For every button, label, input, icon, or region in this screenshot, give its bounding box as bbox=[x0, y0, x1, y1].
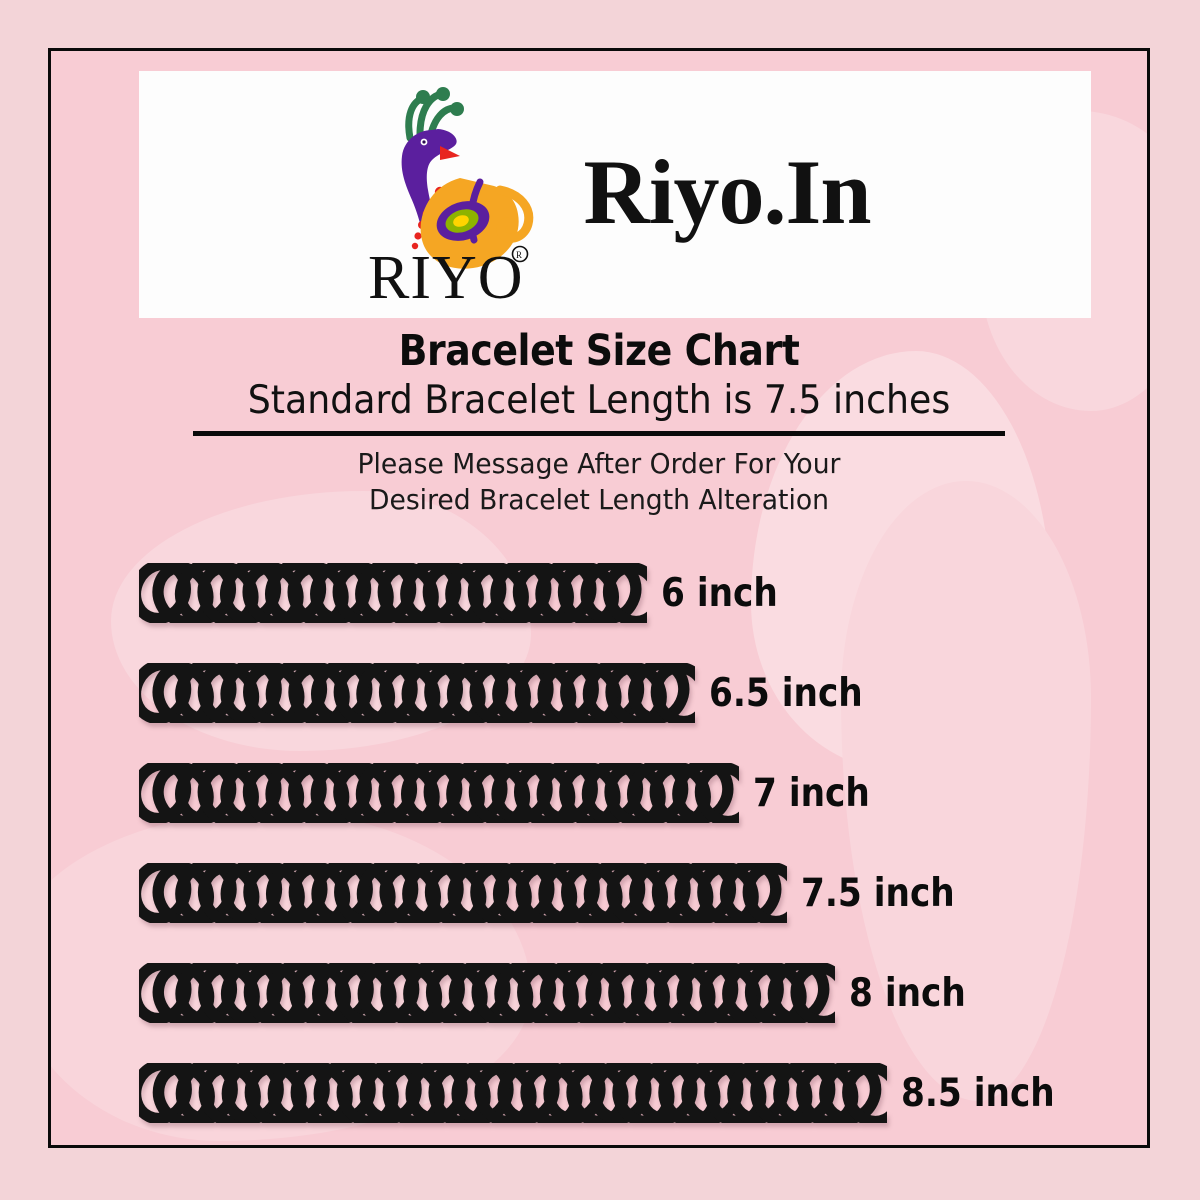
order-note-line-2: Desired Bracelet Length Alteration bbox=[368, 482, 830, 516]
order-note: Please Message After Order For Your Desi… bbox=[78, 446, 1119, 518]
chain-link bbox=[742, 863, 787, 923]
bracelet-chain-graphic bbox=[139, 563, 647, 623]
registered-mark-icon bbox=[511, 245, 528, 262]
peacock-neck bbox=[401, 128, 457, 232]
peacock-beak bbox=[439, 145, 460, 160]
chain-link bbox=[650, 663, 695, 723]
chain-row: 7.5 inch bbox=[51, 843, 1147, 943]
page-title: Bracelet Size Chart bbox=[398, 326, 800, 376]
chain-link bbox=[694, 763, 739, 823]
chain-size-label: 8.5 inch bbox=[901, 1070, 1055, 1116]
chain-rows-list: 6 inch 6.5 inch 7 inch 7.5 inch 8 inch 8.5 in… bbox=[51, 543, 1147, 1143]
chain-row: 8.5 inch bbox=[51, 1043, 1147, 1143]
chain-row: 6.5 inch bbox=[51, 643, 1147, 743]
chain-link bbox=[602, 563, 647, 623]
brand-logo-box: RIYO R Riyo.In bbox=[139, 71, 1091, 318]
peacock-pupil bbox=[421, 139, 426, 144]
plume-tip-2 bbox=[435, 86, 450, 101]
bracelet-chain-graphic bbox=[139, 1063, 887, 1123]
bracelet-chain-graphic bbox=[139, 963, 835, 1023]
chart-frame: RIYO R Riyo.In Bracelet Size Chart Stand… bbox=[48, 48, 1150, 1148]
chain-size-label: 7.5 inch bbox=[801, 870, 955, 916]
bracelet-chain-graphic bbox=[139, 863, 787, 923]
brand-wordmark: Riyo.In bbox=[583, 140, 872, 243]
chain-size-label: 7 inch bbox=[753, 770, 870, 816]
riyo-wordmark-text: RIYO bbox=[368, 244, 524, 304]
headings-block: Bracelet Size Chart Standard Bracelet Le… bbox=[51, 326, 1147, 518]
order-note-line-1: Please Message After Order For Your bbox=[357, 446, 841, 480]
chain-row: 7 inch bbox=[51, 743, 1147, 843]
peacock-logo-icon: RIYO R bbox=[368, 86, 533, 304]
divider-rule bbox=[193, 430, 1005, 436]
bracelet-chain-graphic bbox=[139, 763, 739, 823]
chain-link bbox=[790, 963, 835, 1023]
chain-row: 8 inch bbox=[51, 943, 1147, 1043]
plume-tip-1 bbox=[415, 89, 430, 104]
bracelet-chain-graphic bbox=[139, 663, 695, 723]
chain-row: 6 inch bbox=[51, 543, 1147, 643]
standard-length-text: Standard Bracelet Length is 7.5 inches bbox=[247, 378, 951, 424]
chain-size-label: 8 inch bbox=[849, 970, 966, 1016]
chain-size-label: 6.5 inch bbox=[709, 670, 863, 716]
chain-size-label: 6 inch bbox=[661, 570, 778, 616]
plume-tip-3 bbox=[449, 101, 464, 116]
registered-mark-letter: R bbox=[516, 250, 522, 260]
paisley-tail-hook bbox=[495, 185, 533, 243]
paisley-eye-inner bbox=[452, 214, 469, 227]
